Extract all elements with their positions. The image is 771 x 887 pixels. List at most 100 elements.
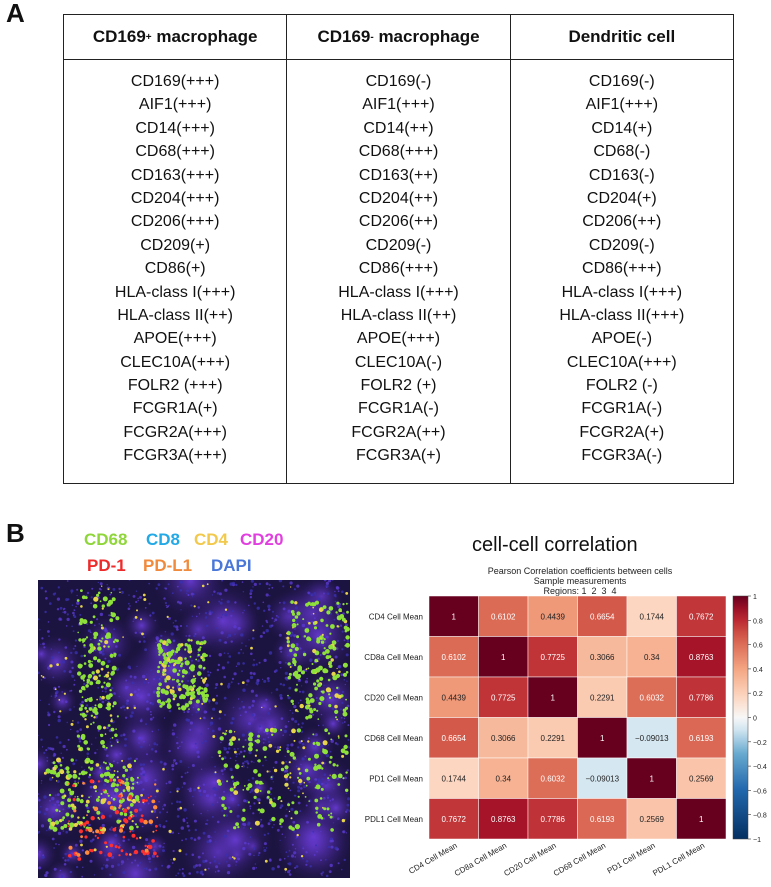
heatmap-value-label: 0.7672 [689,612,714,621]
marker-cell: FCGR2A(+) [579,423,665,441]
heatmap-value-label: 0.6193 [590,815,615,824]
heatmap-row-label: PD1 Cell Mean [369,774,423,783]
marker-cell: FCGR1A(-) [581,400,663,418]
marker-cell: CD204(+++) [130,189,220,207]
correlation-title: cell-cell correlation [472,534,638,556]
heatmap-cell [577,798,628,840]
marker-cell: AIF1(+++) [585,96,659,114]
heatmap-value-label: 0.7725 [491,693,516,702]
marker-cell: CD14(+++) [135,119,215,137]
marker-cell: CD163(++) [358,166,439,184]
heatmap-value-label: 0.7786 [689,693,714,702]
heatmap-value-label: −0.09013 [585,774,619,783]
heatmap-row-label: CD20 Cell Mean [364,693,423,702]
heatmap-cell [478,636,529,678]
heatmap-cell [577,757,628,799]
marker-cell: HLA-class I(+++) [338,283,459,301]
heatmap-value-label: 1 [650,774,655,783]
heatmap-value-label: 0.8763 [689,653,714,662]
header-cd169-neg: CD169- macrophage [286,15,509,59]
marker-cell: FOLR2 (-) [585,377,658,395]
heatmap-cell [577,595,628,637]
marker-cell: HLA-class I(+++) [561,283,683,301]
marker-cell: CD204(+) [586,189,657,207]
heatmap-value-label: 0.34 [495,774,511,783]
marker-cell: HLA-class II(++) [340,306,457,324]
colorbar-tick-label: 0.8 [753,618,763,625]
heatmap-col-label: PD1 Cell Mean [606,841,657,876]
heatmap-cell [676,636,727,678]
colorbar-tick-label: 0.2 [753,691,763,698]
header-sup: + [145,31,152,43]
heatmap-cell [527,717,578,759]
heatmap-value-label: 0.6032 [640,693,665,702]
heatmap-value-label: 0.6193 [689,734,714,743]
heatmap-value-label: 0.1744 [442,774,467,783]
legend-pdl1: PD-L1 [143,556,193,575]
colorbar-tick-label: 1 [753,594,757,601]
heatmap-value-label: 0.7725 [541,653,566,662]
heatmap-cell [577,676,628,718]
heatmap-cell [676,757,727,799]
table-body: CD169(+++) AIF1(+++) CD14(+++) CD68(+++) CD1… [64,60,733,484]
marker-cell: APOE(-) [591,330,653,348]
marker-expression-table: CD169 + macrophage CD169- macrophage Dend… [63,14,734,484]
marker-cell: CD86(+++) [582,260,662,278]
marker-cell: CD204(++) [358,189,439,207]
heatmap-cell [428,595,479,637]
heatmap-value-label: 0.6102 [442,653,467,662]
marker-cell: CD169(-) [588,73,655,90]
marker-cell: CLEC10A(-) [354,353,443,371]
heatmap-cell [527,595,578,637]
heatmap-value-label: 0.4439 [442,693,467,702]
heatmap-value-label: 0.7672 [442,815,467,824]
marker-cell: CD209(-) [588,236,655,254]
heatmap-value-label: 0.2569 [689,774,714,783]
heatmap-cell [527,636,578,678]
marker-cell: CLEC10A(+++) [120,353,231,371]
heatmap-value-label: 0.3066 [491,734,516,743]
colorbar-tick-label: −0.2 [753,740,767,747]
subtitle-line: Sample measurements [533,576,627,586]
marker-cell: CD163(-) [588,166,655,184]
heatmap-cell [428,636,479,678]
marker-cell: FOLR2 (+) [360,377,437,395]
subtitle-line: Regions: 1 2 3 4 [543,586,617,596]
legend-cd20: CD20 [240,530,284,549]
heatmap-cell [478,717,529,759]
marker-cell: HLA-class II(++) [117,306,233,324]
marker-cell: CD209(+) [140,236,211,254]
heatmap-cell [478,676,529,718]
header-text-rest: macrophage [151,27,258,46]
heatmap-cell [676,595,727,637]
heatmap-value-label: 0.6102 [491,612,516,621]
marker-cell: CD163(+++) [130,166,220,184]
heatmap-value-label: 0.8763 [491,815,516,824]
heatmap-cell [626,798,677,840]
heatmap-row-label: CD4 Cell Mean [369,612,423,621]
heatmap-row-label: CD68 Cell Mean [364,734,423,743]
heatmap-row-label: PDL1 Cell Mean [365,815,423,824]
header-text: Dendritic cell [568,27,676,46]
marker-cell: CD209(-) [365,236,432,254]
colorbar-tick-label: −0.4 [753,764,767,771]
heatmap-value-label: −0.09013 [635,734,669,743]
panel-a-label: A [6,0,25,28]
header-sup: - [370,31,374,43]
marker-cell: CD86(+) [144,260,206,278]
heatmap-cell [676,717,727,759]
legend-cd4: CD4 [194,530,229,549]
heatmap-value-label: 1 [501,653,506,662]
heatmap-cell [428,676,479,718]
heatmap-value-label: 0.6654 [590,612,615,621]
heatmap-value-label: 0.7786 [541,815,566,824]
marker-cell: CD206(++) [358,213,439,231]
marker-cell: CD14(++) [363,119,434,137]
marker-cell: FCGR3A(-) [581,447,663,465]
heatmap-cell [478,757,529,799]
heatmap-cell [478,595,529,637]
heatmap-col-label: PDL1 Cell Mean [651,841,706,878]
marker-cell: CD86(+++) [358,260,439,278]
marker-cell: FCGR1A(-) [358,400,439,418]
marker-cell: AIF1(+++) [138,96,212,114]
